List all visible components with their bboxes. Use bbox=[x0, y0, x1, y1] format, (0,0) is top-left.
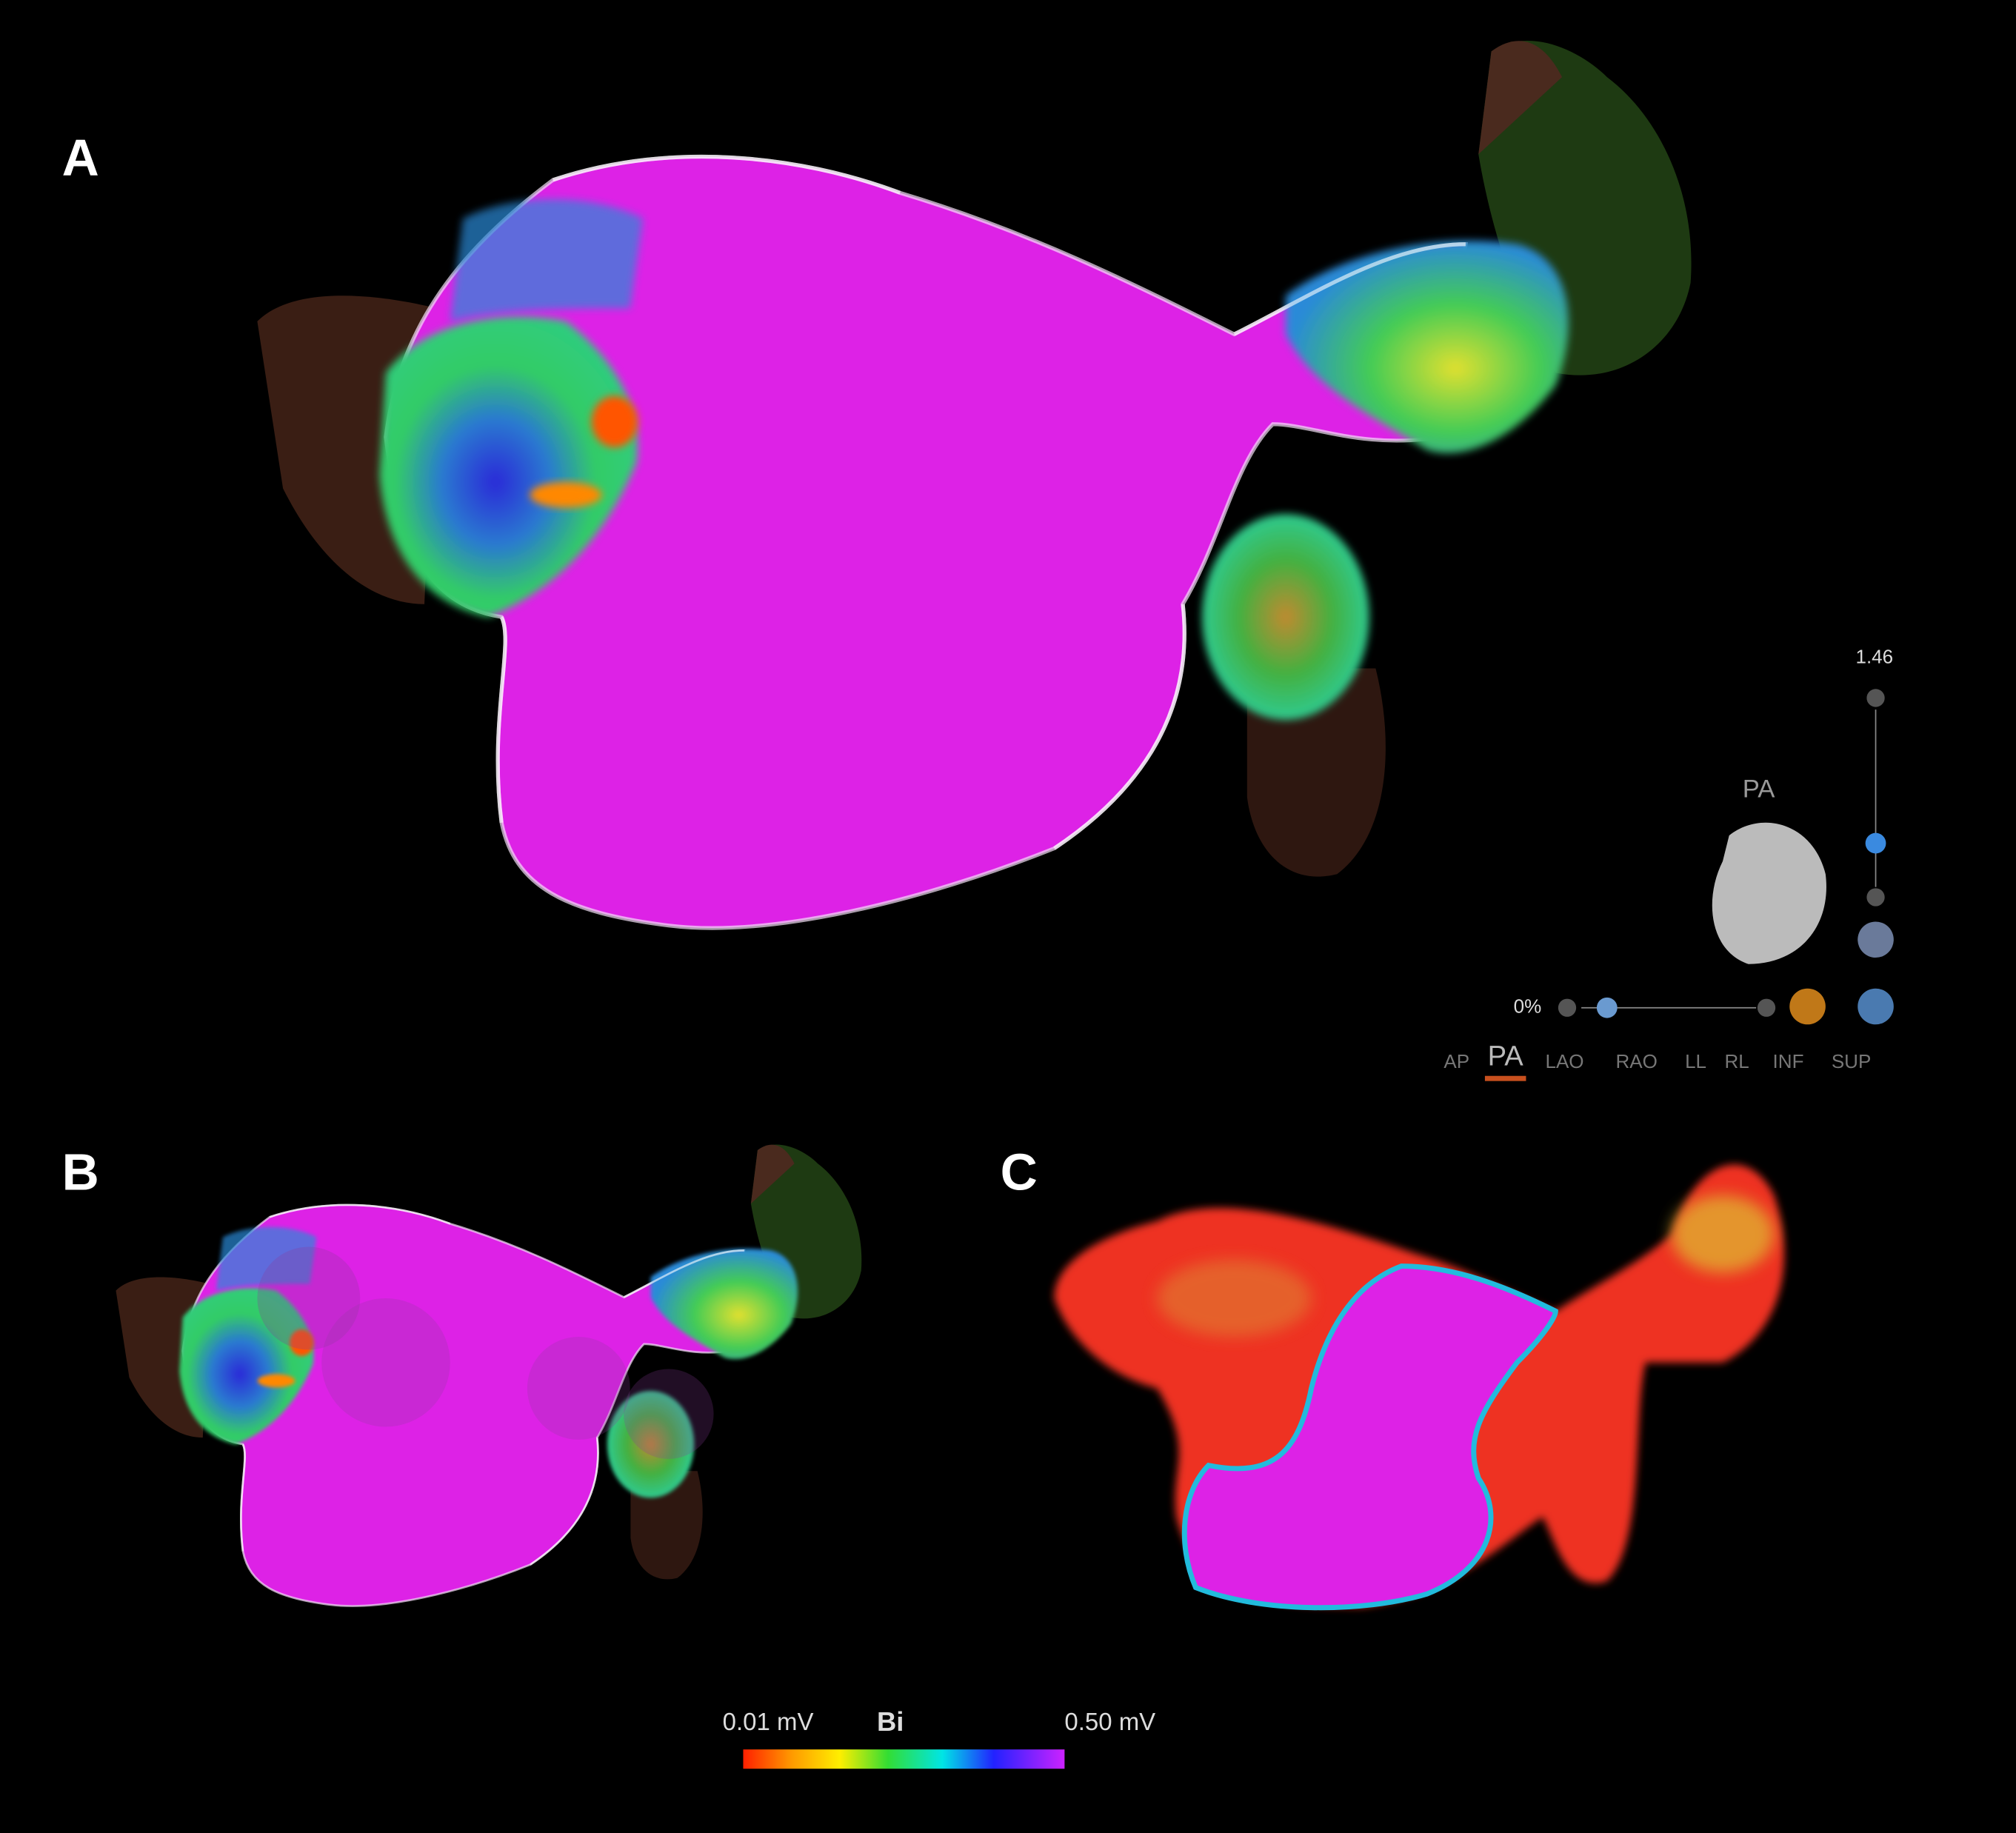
panel-label: A bbox=[62, 129, 99, 187]
colorbar-max: 0.50 mV bbox=[1064, 1708, 1155, 1735]
view-button[interactable]: PA bbox=[1488, 1040, 1524, 1072]
sphere-button[interactable] bbox=[1789, 988, 1826, 1025]
colorbar-title: Bi bbox=[877, 1706, 904, 1737]
opacity-knob[interactable] bbox=[1596, 997, 1618, 1018]
map-b-points bbox=[257, 1246, 714, 1459]
view-button[interactable]: AP bbox=[1443, 1050, 1469, 1072]
zoom-in[interactable] bbox=[1866, 689, 1885, 707]
colorbar-min: 0.01 mV bbox=[723, 1708, 814, 1735]
view-button[interactable]: RAO bbox=[1616, 1050, 1658, 1072]
view-button[interactable]: INF bbox=[1773, 1050, 1804, 1072]
colorbar: 0.01 mV Bi 0.50 mV bbox=[723, 1706, 1155, 1769]
view-button[interactable]: LL bbox=[1685, 1050, 1706, 1072]
map-c bbox=[1054, 1164, 1785, 1611]
orientation-label: PA bbox=[1743, 775, 1776, 804]
view-button[interactable]: RL bbox=[1724, 1050, 1749, 1072]
zoom-out[interactable] bbox=[1866, 888, 1885, 907]
opacity-plus[interactable] bbox=[1757, 998, 1776, 1017]
panel-label: B bbox=[62, 1143, 99, 1201]
colorbar-gradient bbox=[743, 1749, 1065, 1769]
active-view-underline bbox=[1484, 1075, 1526, 1081]
opacity-minus[interactable] bbox=[1558, 998, 1577, 1017]
zoom-value: 1.46 bbox=[1855, 646, 1893, 668]
heart-button[interactable] bbox=[1858, 921, 1894, 958]
map-b bbox=[116, 1145, 861, 1606]
viewer-controls: 1.46 PA 0% AP PA LAO RAO LL RL INF SUP bbox=[1443, 646, 1894, 1081]
view-button[interactable]: LAO bbox=[1545, 1050, 1583, 1072]
view-button[interactable]: SUP bbox=[1832, 1050, 1872, 1072]
panel-label: C bbox=[1001, 1143, 1038, 1201]
map-a bbox=[257, 41, 1691, 928]
rotate-button[interactable] bbox=[1858, 988, 1894, 1025]
opacity-value: 0% bbox=[1514, 995, 1542, 1018]
zoom-slider-knob[interactable] bbox=[1865, 832, 1886, 854]
orientation-icon bbox=[1712, 822, 1826, 964]
